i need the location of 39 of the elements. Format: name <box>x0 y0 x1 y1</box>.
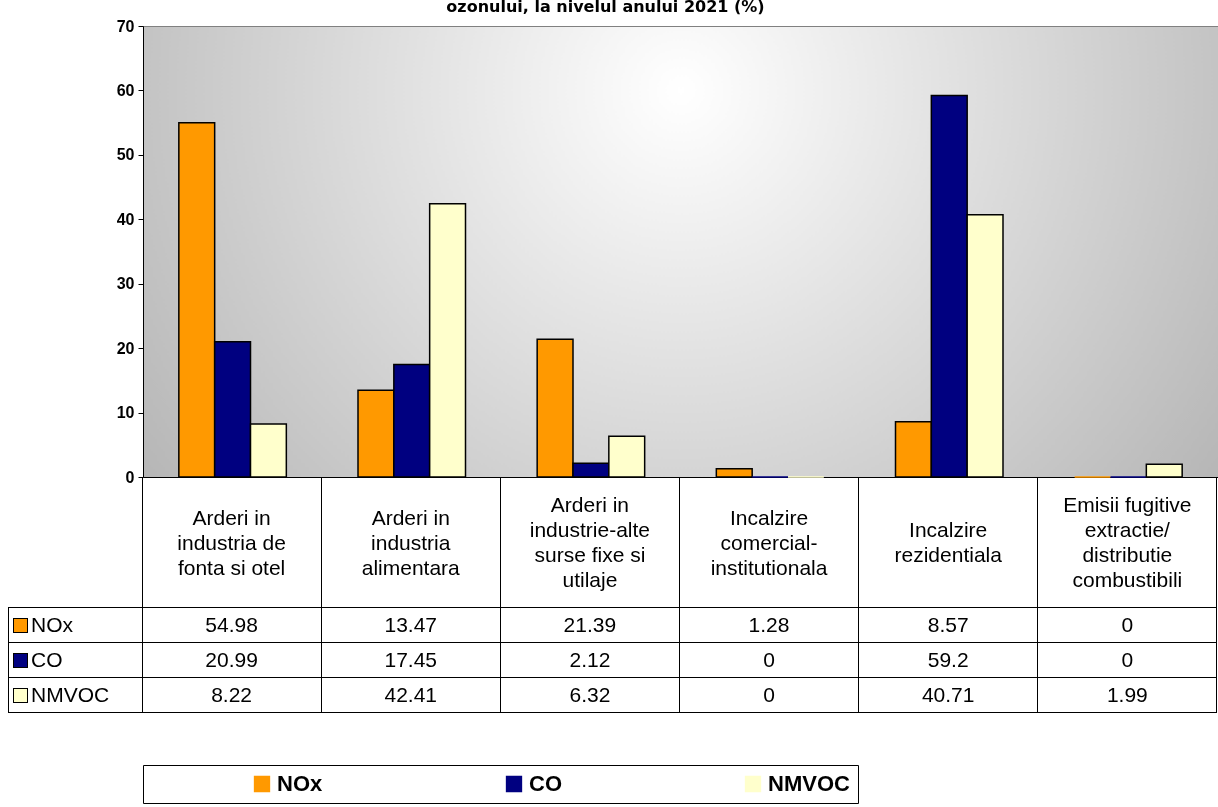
data-label: 20.99 <box>142 642 322 678</box>
y-tick-label: 20 <box>116 339 135 357</box>
text: CO <box>529 771 562 796</box>
data-label: 13.47 <box>321 607 501 643</box>
y-tick-label: 10 <box>116 404 135 422</box>
data-label: 1.28 <box>679 607 859 643</box>
data-label: 42.41 <box>321 677 501 713</box>
x-tick-label: Incalzire rezidentiala <box>858 477 1038 608</box>
x-tick-label: Emisii fugitive extractie/ distributie combustibili <box>1037 477 1217 608</box>
y-tick-label: 0 <box>125 468 135 486</box>
y-tick-label: 60 <box>116 81 135 99</box>
data-label: 0 <box>679 642 859 678</box>
data-label: 0 <box>679 677 859 713</box>
data-label: 1.99 <box>1037 677 1217 713</box>
data-label: 21.39 <box>500 607 680 643</box>
y-tick-label: 30 <box>116 275 135 293</box>
legend-label: NMVOC <box>8 677 142 713</box>
y-tick-label: 70 <box>116 17 135 35</box>
data-label: 17.45 <box>321 642 501 678</box>
data-label: 6.32 <box>500 677 680 713</box>
y-tick-label: 50 <box>116 146 135 164</box>
x-tick-label: Arderi in industria de fonta si otel <box>142 477 322 608</box>
data-label: 2.12 <box>500 642 680 678</box>
data-label: 0 <box>1037 642 1217 678</box>
data-label: 59.2 <box>858 642 1038 678</box>
data-label: 40.71 <box>858 677 1038 713</box>
text: NMVOC <box>768 771 850 796</box>
chart-title: ozonului, la nivelul anului 2021 (%) <box>446 0 765 16</box>
data-label: 0 <box>1037 607 1217 643</box>
data-label: 54.98 <box>142 607 322 643</box>
data-label: 8.22 <box>142 677 322 713</box>
data-label: 8.57 <box>858 607 1038 643</box>
x-tick-label: Arderi in industria alimentara <box>321 477 501 608</box>
y-tick-label: 40 <box>116 210 135 228</box>
legend-label: CO <box>8 642 142 678</box>
x-tick-label: Arderi in industrie-alte surse fixe si utilaje <box>500 477 680 608</box>
legend-label: NOx <box>8 607 142 643</box>
x-tick-label: Incalzire comercial-institutionala <box>679 477 859 608</box>
text: NOx <box>277 771 323 796</box>
